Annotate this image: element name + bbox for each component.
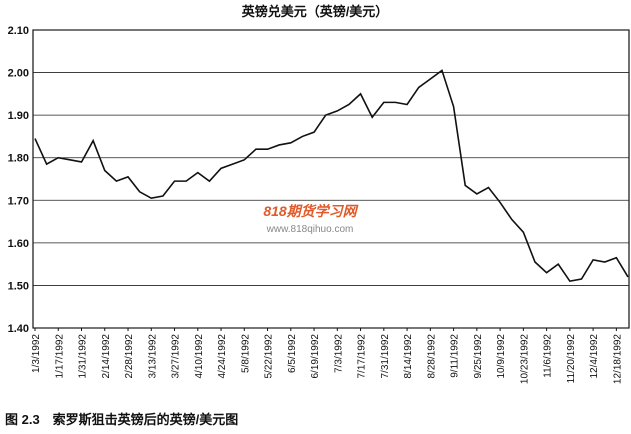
line-series: [34, 69, 629, 283]
x-tick-label: 8/14/1992: [403, 334, 414, 379]
y-tick-label: 2.00: [8, 68, 29, 80]
x-tick-label: 8/28/1992: [426, 334, 437, 379]
y-tick-label: 1.60: [8, 238, 29, 250]
x-tick-label: 7/3/1992: [333, 334, 344, 373]
x-tick-label: 1/31/1992: [78, 334, 89, 379]
x-tick-label: 5/8/1992: [240, 334, 251, 373]
x-tick-label: 4/24/1992: [217, 334, 228, 379]
x-tick-label: 11/20/1992: [566, 334, 577, 384]
x-tick-label: 3/13/1992: [147, 334, 158, 379]
x-tick-label: 11/6/1992: [543, 334, 554, 378]
x-tick-label: 12/18/1992: [612, 334, 623, 384]
y-tick-label: 1.40: [8, 323, 29, 335]
x-tick-label: 6/5/1992: [287, 334, 298, 373]
y-tick-label: 2.10: [8, 25, 29, 37]
watermark-url: www.818qihuo.com: [266, 224, 354, 235]
x-tick-label: 5/22/1992: [264, 334, 275, 379]
chart-title: 英镑兑美元（英镑/美元）: [241, 4, 389, 19]
y-tick-label: 1.50: [8, 280, 29, 292]
x-tick-label: 4/10/1992: [194, 334, 205, 379]
x-tick-label: 1/3/1992: [31, 334, 42, 373]
x-tick-label: 12/4/1992: [589, 334, 600, 379]
y-tick-label: 1.80: [8, 153, 29, 165]
x-tick-label: 10/23/1992: [519, 334, 530, 384]
watermark: 818期货学习网: [263, 203, 358, 219]
x-tick-label: 6/19/1992: [310, 334, 321, 379]
x-tick-label: 7/17/1992: [357, 334, 368, 379]
x-tick-label: 9/11/1992: [450, 334, 461, 378]
x-tick-label: 3/27/1992: [171, 334, 182, 379]
y-tick-label: 1.90: [8, 110, 29, 122]
x-tick-label: 10/9/1992: [496, 334, 507, 379]
x-tick-label: 7/31/1992: [380, 334, 391, 379]
y-tick-label: 1.70: [8, 195, 29, 207]
x-tick-label: 1/17/1992: [54, 334, 65, 379]
x-tick-label: 2/14/1992: [101, 334, 112, 379]
x-tick-label: 2/28/1992: [124, 334, 135, 379]
caption: 图 2.3 索罗斯狙击英镑后的英镑/美元图: [5, 412, 238, 427]
x-tick-label: 9/25/1992: [473, 334, 484, 379]
